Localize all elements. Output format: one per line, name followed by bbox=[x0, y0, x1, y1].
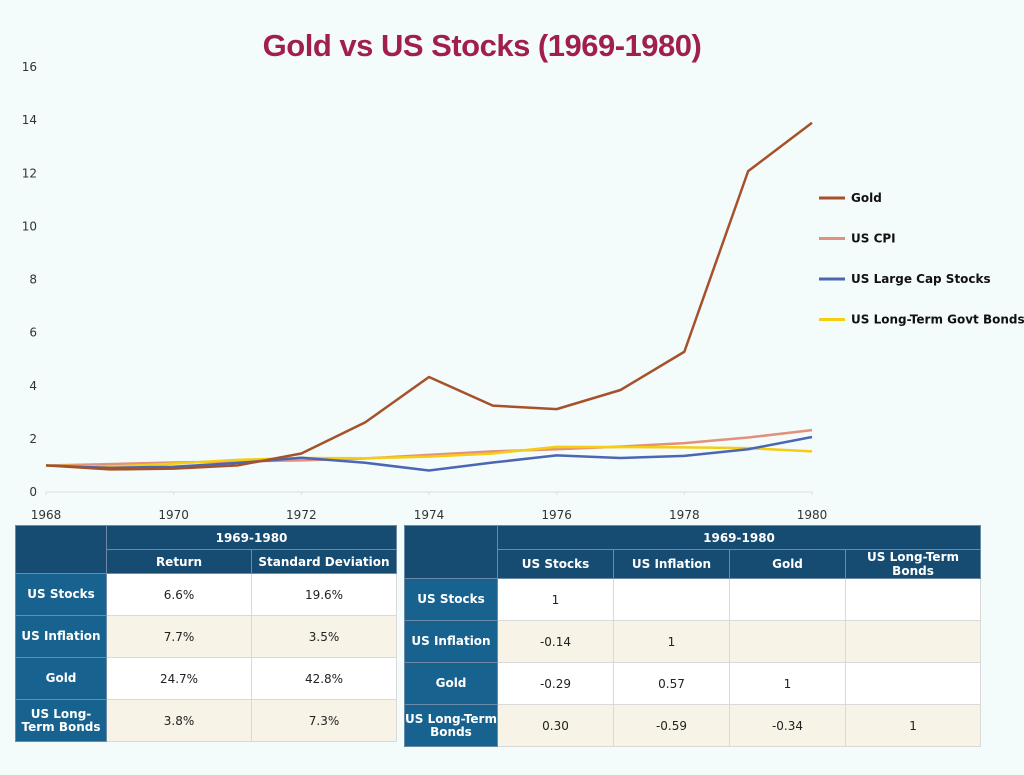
legend-item: US CPI bbox=[819, 232, 896, 246]
column-header: Gold bbox=[729, 549, 846, 579]
y-tick-label: 0 bbox=[29, 485, 37, 499]
x-tick-label: 1972 bbox=[286, 508, 317, 522]
series-line-gold bbox=[45, 121, 813, 471]
row-header: Gold bbox=[15, 657, 107, 700]
column-header: US Inflation bbox=[613, 549, 730, 579]
period-header: 1969-1980 bbox=[106, 525, 397, 550]
table-row: Gold 24.7% 42.8% bbox=[15, 657, 397, 700]
table-cell: 1 bbox=[613, 620, 730, 663]
y-tick-label: 4 bbox=[29, 379, 37, 393]
x-tick-label: 1978 bbox=[669, 508, 700, 522]
series-line-us-large-cap-stocks bbox=[45, 435, 813, 472]
correlation-table: 1969-1980 US Stocks US Inflation Gold US… bbox=[404, 525, 982, 747]
legend-item: Gold bbox=[819, 191, 882, 205]
table-cell: -0.29 bbox=[497, 662, 614, 705]
table-cell: 1 bbox=[497, 578, 614, 621]
line-chart: 0 2 4 6 8 10 12 14 16 1968 1970 1972 1974 1976 1978 198… bbox=[22, 60, 1024, 522]
table-cell: 1 bbox=[844, 704, 982, 747]
table-row: US Stocks 1 bbox=[404, 578, 982, 621]
legend-item: US Long-Term Govt Bonds bbox=[819, 313, 1024, 327]
table-row: US Long-Term Bonds 3.8% 7.3% bbox=[15, 699, 397, 742]
table-cell: 19.6% bbox=[251, 573, 397, 616]
column-header: Return bbox=[106, 549, 252, 574]
table-cell: 42.8% bbox=[251, 657, 397, 700]
axes: 0 2 4 6 8 10 12 14 16 1968 1970 1972 1974 1976 1978 198… bbox=[22, 60, 828, 522]
return-stats-table: 1969-1980 Return Standard Deviation US S… bbox=[15, 525, 397, 742]
x-tick-label: 1974 bbox=[414, 508, 445, 522]
table-cell: -0.59 bbox=[613, 704, 730, 747]
table-cell: 24.7% bbox=[106, 657, 252, 700]
legend-label: US CPI bbox=[851, 232, 896, 246]
series-lines bbox=[45, 121, 813, 472]
table-cell bbox=[844, 578, 982, 621]
table-row: Gold -0.29 0.57 1 bbox=[404, 662, 982, 705]
y-tick-label: 10 bbox=[22, 219, 37, 233]
column-header: Standard Deviation bbox=[251, 549, 397, 574]
corner-cell bbox=[404, 525, 498, 579]
table-row: US Long-Term Bonds 0.30 -0.59 -0.34 1 bbox=[404, 704, 982, 747]
series-line-us-long-term-govt-bonds bbox=[45, 445, 813, 469]
row-header: US Inflation bbox=[404, 620, 498, 663]
row-header: US Stocks bbox=[404, 578, 498, 621]
row-header: Gold bbox=[404, 662, 498, 705]
legend-label: US Long-Term Govt Bonds bbox=[851, 313, 1024, 327]
table-row: US Inflation -0.14 1 bbox=[404, 620, 982, 663]
legend-label: US Large Cap Stocks bbox=[851, 272, 991, 286]
table-cell bbox=[844, 620, 982, 663]
table-cell: -0.34 bbox=[729, 704, 846, 747]
corner-cell bbox=[15, 525, 107, 574]
row-header: US Long-Term Bonds bbox=[15, 699, 107, 742]
period-header: 1969-1980 bbox=[496, 525, 982, 550]
table-cell: 7.7% bbox=[106, 615, 252, 658]
y-tick-label: 8 bbox=[29, 273, 37, 287]
chart-title: Gold vs US Stocks (1969-1980) bbox=[262, 28, 702, 63]
x-tick-label: 1980 bbox=[797, 508, 828, 522]
y-tick-label: 2 bbox=[29, 432, 37, 446]
y-tick-label: 6 bbox=[29, 326, 37, 340]
table-row: US Inflation 7.7% 3.5% bbox=[15, 615, 397, 658]
y-tick-label: 12 bbox=[22, 166, 37, 180]
x-tick-label: 1968 bbox=[31, 508, 62, 522]
table-cell: 3.8% bbox=[106, 699, 252, 742]
legend: Gold US CPI US Large Cap Stocks US Long-Ter… bbox=[819, 191, 1024, 327]
table-cell bbox=[613, 578, 730, 621]
column-header: US Stocks bbox=[497, 549, 614, 579]
table-cell: 1 bbox=[729, 662, 846, 705]
table-cell: 7.3% bbox=[251, 699, 397, 742]
table-row: US Stocks 6.6% 19.6% bbox=[15, 573, 397, 616]
x-tick-label: 1970 bbox=[158, 508, 189, 522]
table-cell: 0.57 bbox=[613, 662, 730, 705]
column-header: US Long-Term Bonds bbox=[844, 549, 982, 579]
y-tick-label: 14 bbox=[22, 113, 37, 127]
table-cell: 3.5% bbox=[251, 615, 397, 658]
legend-item: US Large Cap Stocks bbox=[819, 272, 991, 286]
table-cell: 6.6% bbox=[106, 573, 252, 616]
y-tick-label: 16 bbox=[22, 60, 37, 74]
table-cell bbox=[729, 620, 846, 663]
table-cell: 0.30 bbox=[497, 704, 614, 747]
row-header: US Long-Term Bonds bbox=[404, 704, 498, 747]
table-cell bbox=[844, 662, 982, 705]
row-header: US Stocks bbox=[15, 573, 107, 616]
legend-label: Gold bbox=[851, 191, 882, 205]
x-tick-label: 1976 bbox=[541, 508, 572, 522]
row-header: US Inflation bbox=[15, 615, 107, 658]
table-cell bbox=[729, 578, 846, 621]
table-cell: -0.14 bbox=[497, 620, 614, 663]
